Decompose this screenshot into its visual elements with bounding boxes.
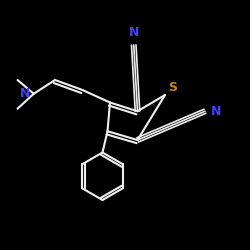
Text: S: S xyxy=(168,81,177,94)
Text: N: N xyxy=(20,87,30,100)
Text: N: N xyxy=(128,26,139,39)
Text: N: N xyxy=(211,105,222,118)
